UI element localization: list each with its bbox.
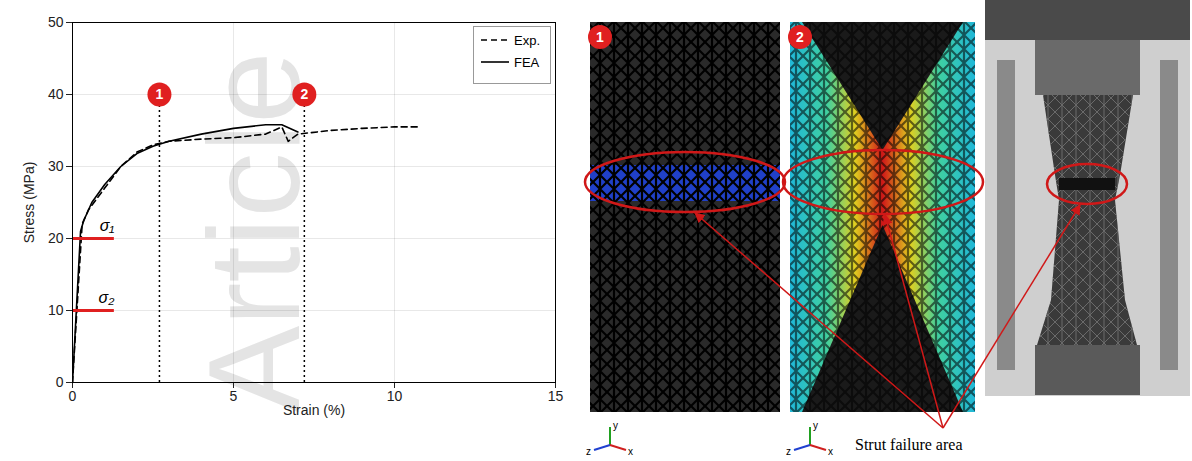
svg-text:FEA: FEA	[514, 55, 540, 70]
svg-text:Strain (%): Strain (%)	[283, 402, 345, 418]
svg-text:0: 0	[69, 388, 77, 404]
svg-text:y: y	[813, 420, 818, 431]
svg-text:50: 50	[48, 14, 64, 30]
svg-text:Strut failure area: Strut failure area	[855, 436, 963, 453]
svg-text:x: x	[828, 446, 833, 457]
svg-text:10: 10	[48, 302, 64, 318]
svg-text:z: z	[586, 446, 591, 457]
svg-text:0: 0	[56, 374, 64, 390]
svg-text:y: y	[613, 420, 618, 431]
svg-text:Exp.: Exp.	[514, 33, 540, 48]
svg-text:10: 10	[387, 388, 403, 404]
svg-text:40: 40	[48, 86, 64, 102]
svg-text:σ₁: σ₁	[100, 217, 115, 234]
svg-text:2: 2	[300, 86, 308, 102]
svg-text:σ₂: σ₂	[99, 289, 115, 306]
svg-text:1: 1	[156, 86, 164, 102]
svg-text:x: x	[628, 446, 633, 457]
svg-text:20: 20	[48, 230, 64, 246]
svg-text:2: 2	[796, 29, 804, 45]
svg-text:Stress (MPa): Stress (MPa)	[21, 162, 37, 244]
svg-text:1: 1	[596, 29, 604, 45]
svg-text:z: z	[786, 446, 791, 457]
svg-text:15: 15	[548, 388, 564, 404]
svg-text:5: 5	[230, 388, 238, 404]
svg-text:30: 30	[48, 158, 64, 174]
svg-text:Article: Article	[181, 51, 327, 412]
